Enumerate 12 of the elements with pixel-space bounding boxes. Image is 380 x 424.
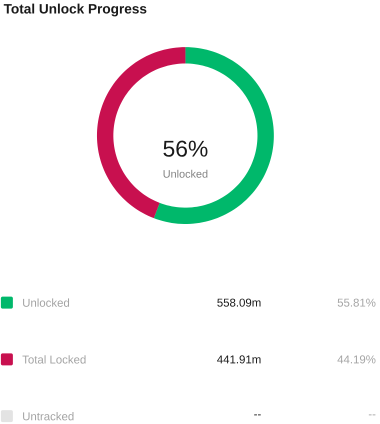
legend-label: Total Locked	[22, 355, 86, 364]
text: 56%	[164, 140, 208, 157]
legend-label: Unlocked	[23, 298, 70, 307]
legend-label: Untracked	[23, 412, 74, 420]
text: --	[369, 414, 376, 416]
data-label: 55.81%	[338, 298, 376, 307]
text: --	[254, 414, 261, 416]
chart-title: Total Unlock Progress	[4, 4, 147, 16]
text: 558.09m	[218, 298, 261, 307]
text: 441.91m	[217, 355, 261, 364]
data-label: 44.19%	[338, 355, 376, 364]
text: Unlocked	[164, 170, 208, 178]
